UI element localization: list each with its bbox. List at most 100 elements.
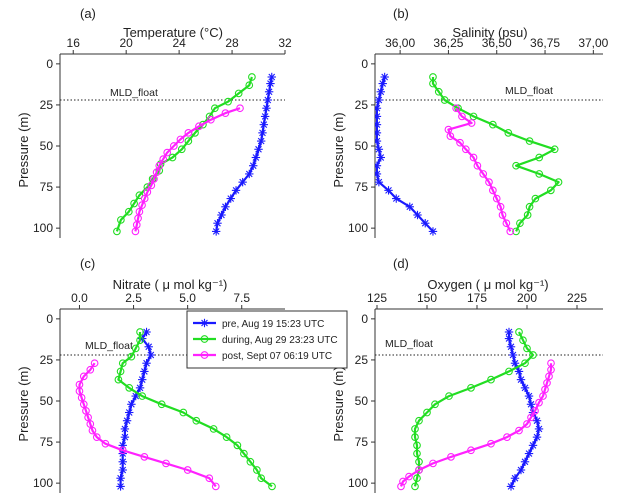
data-point-during: [554, 178, 563, 186]
data-point-during: [257, 474, 266, 483]
data-point-during: [415, 416, 423, 425]
legend: pre, Aug 19 15:23 UTC during, Aug 29 23:…: [186, 310, 348, 369]
plot-layer: 16 20 24 28 32 0 25 50 75 100 36,00 36,25 36,50 36,75…: [33, 36, 609, 493]
data-point-post: [461, 145, 470, 154]
data-point-during: [131, 344, 140, 353]
y-axis-title-temperature: Pressure (m): [16, 112, 31, 187]
data-point-pre: [266, 79, 275, 88]
data-point-during: [127, 352, 136, 361]
data-point-post: [183, 466, 192, 474]
data-point-post: [447, 453, 455, 461]
data-point-during: [222, 433, 231, 441]
data-point-pre: [116, 482, 125, 491]
y-tick-label: 100: [348, 476, 368, 490]
y-tick-label: 50: [355, 394, 369, 408]
data-point-during: [525, 202, 534, 211]
data-point-post: [399, 477, 407, 486]
data-point-post: [195, 122, 203, 131]
y-tick-label: 100: [33, 476, 53, 490]
data-point-pre: [375, 169, 382, 179]
data-point-pre: [428, 227, 438, 236]
data-point-during: [512, 227, 520, 236]
data-point-pre: [375, 95, 384, 105]
data-point-during: [224, 97, 232, 106]
y-tick-label: 75: [40, 435, 54, 449]
x-axis-title-nitrate: Nitrate ( μ mol kg⁻¹): [113, 277, 228, 292]
y-tick-label: 50: [40, 139, 54, 153]
data-point-pre: [259, 120, 269, 129]
x-tick-label: 36,00: [385, 36, 415, 50]
data-point-pre: [375, 145, 384, 154]
data-point-post: [147, 181, 156, 190]
series-line-during: [431, 77, 560, 232]
data-point-post: [446, 132, 455, 140]
data-point-pre: [138, 375, 147, 384]
x-tick-label: 36,50: [482, 36, 512, 50]
data-point-pre: [135, 383, 145, 393]
y-tick-label: 25: [355, 353, 369, 367]
data-point-post: [75, 387, 84, 395]
y-tick-label: 25: [40, 353, 54, 367]
data-point-during: [136, 336, 144, 345]
series-line-post: [447, 107, 512, 232]
plot-4: 125 150 175 200 225 0 25 50 75 100: [348, 291, 603, 493]
data-point-during: [546, 186, 555, 195]
y-tick-label: 75: [355, 180, 369, 194]
data-point-pre: [421, 219, 430, 228]
data-point-pre: [256, 136, 266, 146]
data-point-post: [539, 392, 547, 400]
data-point-during: [209, 425, 218, 433]
data-point-during: [413, 474, 421, 483]
data-point-post: [523, 420, 531, 428]
panel-oxygen: (d) Oxygen ( μ mol kg⁻¹) Pressure (m) ML…: [331, 256, 549, 442]
data-point-pre: [514, 367, 524, 376]
data-point-post: [236, 104, 244, 113]
data-point-pre: [122, 416, 132, 425]
data-point-pre: [524, 391, 534, 401]
data-point-pre: [127, 400, 136, 409]
data-point-post: [506, 227, 515, 236]
data-point-pre: [231, 186, 241, 195]
data-point-post: [221, 109, 230, 117]
series-layer: [375, 72, 563, 236]
x-axis-title-temperature: Temperature (°C): [123, 25, 223, 40]
y-tick-label: 75: [40, 180, 54, 194]
plot-3: 0.0 2.5 5.0 7.5 0 25 50 75 100: [33, 291, 285, 493]
data-point-post: [211, 482, 220, 491]
data-point-during: [429, 79, 437, 88]
mld-label-oxygen: MLD_float: [385, 338, 433, 350]
data-point-pre: [375, 177, 384, 187]
data-point-pre: [532, 416, 542, 425]
data-point-post: [162, 459, 170, 468]
data-point-during: [550, 145, 559, 154]
data-point-post: [131, 227, 140, 236]
data-point-during: [531, 194, 540, 203]
data-point-during: [124, 207, 133, 216]
data-point-during: [411, 482, 419, 491]
data-point-post: [88, 426, 97, 435]
data-point-post: [84, 413, 92, 422]
data-point-pre: [506, 482, 516, 491]
data-point-during: [184, 137, 193, 145]
data-point-pre: [118, 457, 127, 466]
data-point-post: [405, 472, 413, 481]
data-point-pre: [264, 87, 274, 96]
series-layer: [113, 72, 276, 236]
data-point-during: [519, 336, 527, 345]
data-point-pre: [217, 210, 226, 220]
y-tick-label: 50: [40, 394, 54, 408]
data-point-pre: [375, 112, 382, 121]
data-point-pre: [263, 95, 272, 105]
data-point-pre: [504, 334, 514, 343]
data-point-post: [86, 365, 95, 374]
data-point-during: [240, 449, 248, 458]
y-tick-label: 0: [361, 312, 368, 326]
data-point-during: [245, 81, 254, 90]
data-point-post: [207, 115, 215, 124]
x-tick-label: 36,25: [433, 36, 463, 50]
y-axis-title-salinity: Pressure (m): [331, 112, 346, 187]
series-line-during: [115, 76, 253, 232]
data-point-during: [157, 400, 166, 409]
data-point-pre: [375, 161, 382, 170]
